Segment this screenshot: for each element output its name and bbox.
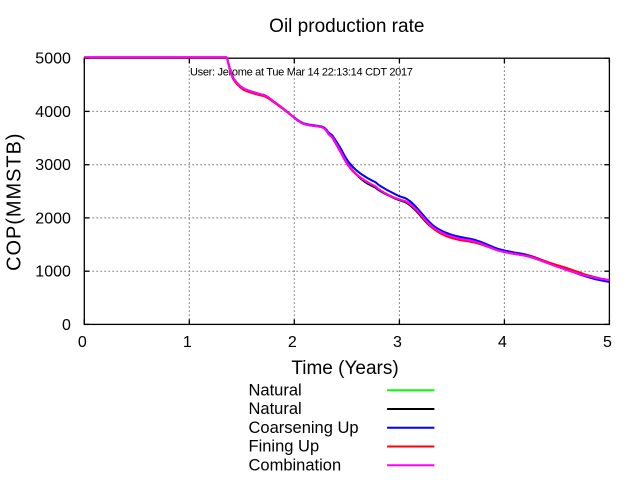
svg-text:3000: 3000 [35,157,71,174]
svg-text:Combination: Combination [249,456,342,474]
svg-text:Coarsening Up: Coarsening Up [249,419,359,437]
svg-text:5: 5 [603,334,612,351]
svg-text:User: Jerome at Tue Mar 14 22:: User: Jerome at Tue Mar 14 22:13:14 CDT … [190,67,413,79]
svg-text:Oil production rate: Oil production rate [269,16,424,37]
svg-text:0: 0 [78,334,87,351]
svg-text:Natural: Natural [249,400,302,418]
svg-text:2000: 2000 [35,210,71,227]
svg-text:Time (Years): Time (Years) [291,358,398,379]
svg-text:3: 3 [393,334,402,351]
svg-text:Natural: Natural [249,381,302,399]
svg-text:COP(MMSTB): COP(MMSTB) [3,133,25,271]
svg-text:1: 1 [183,334,192,351]
svg-text:4: 4 [498,334,507,351]
svg-text:5000: 5000 [35,51,71,68]
svg-text:2: 2 [288,334,297,351]
svg-text:1000: 1000 [35,264,71,281]
svg-text:4000: 4000 [35,104,71,121]
svg-text:0: 0 [62,317,71,334]
svg-text:Fining Up: Fining Up [249,438,320,456]
